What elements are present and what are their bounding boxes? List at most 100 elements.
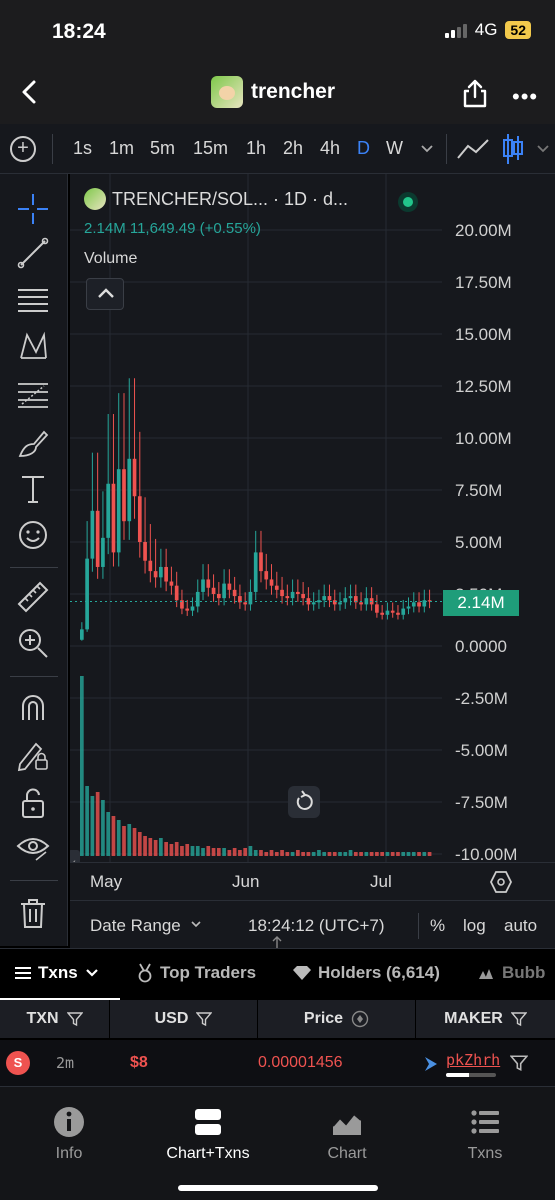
candle — [238, 596, 242, 603]
reset-chart-button[interactable] — [288, 786, 320, 818]
volume-bar — [206, 846, 211, 856]
volume-bar — [185, 844, 190, 856]
candle — [195, 591, 200, 607]
interval-4h[interactable]: 4h — [320, 138, 341, 158]
price-chart[interactable]: 20.00M 17.50M 15.00M 12.50M 10.00M 7.50M 5.00M… — [70, 174, 555, 862]
line-chart-icon[interactable] — [456, 136, 490, 162]
month-label: Jul — [370, 872, 392, 891]
tab-bubblemap[interactable]: Bubb — [478, 963, 545, 983]
candle — [137, 496, 142, 542]
emoji-icon[interactable] — [16, 518, 50, 552]
tab-txns[interactable]: Txns — [14, 963, 100, 983]
interval-1h[interactable]: 1h — [246, 138, 267, 158]
interval-5m[interactable]: 5m — [150, 138, 176, 158]
share-icon[interactable] — [462, 78, 488, 108]
unlock-icon[interactable] — [16, 786, 50, 820]
candle — [80, 629, 84, 640]
interval-1m[interactable]: 1m — [109, 138, 135, 158]
nav-txns[interactable]: Txns — [430, 1105, 540, 1163]
percent-toggle[interactable]: % — [430, 916, 446, 935]
y-tick-label: -5.00M — [455, 741, 508, 760]
lock-drawing-icon[interactable] — [16, 738, 50, 772]
nav-chart[interactable]: Chart — [292, 1105, 402, 1163]
filter-icon[interactable] — [196, 1011, 213, 1027]
interval-d[interactable]: D — [357, 138, 370, 158]
time-axis[interactable]: May Jun Jul — [70, 862, 555, 900]
chart-canvas[interactable]: 20.00M 17.50M 15.00M 12.50M 10.00M 7.50M 5.00M… — [70, 174, 555, 862]
nav-chart-txns[interactable]: Chart+Txns — [153, 1105, 263, 1163]
volume-bar — [259, 850, 263, 856]
candle — [375, 604, 379, 613]
nav-info[interactable]: Info — [14, 1105, 124, 1163]
column-txn[interactable]: TXN — [0, 1000, 110, 1038]
price-toggle-icon[interactable] — [351, 1010, 369, 1028]
interval-15m[interactable]: 15m — [193, 138, 229, 158]
y-tick-label: 0.0000 — [455, 637, 507, 656]
trend-line-icon[interactable] — [16, 236, 50, 270]
filter-icon[interactable] — [66, 1011, 83, 1027]
chevron-down-icon[interactable] — [420, 136, 434, 160]
volume-bar — [180, 846, 184, 856]
sell-badge: S — [6, 1051, 30, 1075]
column-label: TXN — [26, 1010, 59, 1027]
ruler-icon[interactable] — [16, 580, 50, 614]
volume-bar — [306, 852, 311, 856]
txn-maker[interactable]: pkZhrh — [446, 1051, 501, 1069]
zoom-in-icon[interactable] — [16, 626, 50, 660]
column-maker[interactable]: MAKER — [416, 1000, 555, 1038]
candle — [401, 608, 406, 615]
reset-icon — [296, 790, 313, 810]
date-range-button[interactable]: Date Range — [90, 916, 203, 936]
candle — [132, 458, 137, 497]
fib-retracement-icon[interactable] — [16, 378, 50, 412]
pattern-icon[interactable] — [16, 330, 50, 364]
candle — [338, 602, 342, 605]
home-indicator — [178, 1185, 378, 1191]
tab-top-traders[interactable]: Top Traders — [136, 963, 256, 983]
month-label: Jun — [232, 872, 260, 891]
candle — [180, 600, 184, 609]
interval-2h[interactable]: 2h — [283, 138, 304, 158]
volume-bar — [296, 850, 300, 856]
volume-bar — [411, 852, 416, 856]
bubble-icon — [479, 969, 493, 979]
tab-label: Txns — [38, 963, 78, 982]
chart-legend[interactable]: TRENCHER/SOL... · 1D · d... — [84, 188, 348, 210]
auto-toggle[interactable]: auto — [504, 916, 538, 935]
text-icon[interactable] — [16, 472, 50, 506]
log-toggle[interactable]: log — [463, 916, 486, 935]
txn-usd: $8 — [130, 1054, 148, 1071]
column-usd[interactable]: USD — [110, 1000, 258, 1038]
candle — [201, 579, 205, 592]
volume-bar — [375, 852, 379, 856]
candle — [411, 602, 416, 607]
crosshair-icon[interactable] — [16, 192, 50, 226]
maker-chain-icon — [425, 1057, 437, 1071]
tab-holders[interactable]: Holders (6,614) — [292, 963, 440, 983]
filter-icon[interactable] — [510, 1054, 528, 1072]
interval-w[interactable]: W — [386, 138, 403, 158]
more-icon[interactable]: ••• — [512, 84, 539, 109]
eye-icon[interactable] — [16, 830, 50, 864]
magnet-icon[interactable] — [16, 690, 50, 724]
collapse-indicators-button[interactable] — [86, 278, 124, 310]
chevron-down-icon[interactable] — [536, 138, 550, 162]
filter-icon[interactable] — [510, 1011, 527, 1027]
expand-toolbar-icon[interactable]: ‹ — [70, 850, 80, 862]
header: trencher ••• — [0, 62, 555, 124]
table-row[interactable]: S 2m $8 0.00001456 pkZhrh — [0, 1040, 555, 1086]
add-indicator-icon[interactable]: + — [10, 136, 36, 162]
timezone-clock[interactable]: 18:24:12 (UTC+7) — [248, 916, 385, 935]
column-price[interactable]: Price — [258, 1000, 416, 1038]
goto-date-icon[interactable] — [488, 869, 514, 895]
trash-icon[interactable] — [16, 896, 50, 930]
horizontal-lines-icon[interactable] — [16, 284, 50, 318]
candle — [348, 596, 353, 599]
token-title[interactable]: trencher — [211, 76, 335, 108]
brush-icon[interactable] — [16, 426, 50, 460]
diamond-icon — [293, 966, 311, 980]
back-icon[interactable] — [14, 76, 44, 108]
candle — [122, 469, 126, 522]
candlestick-icon[interactable] — [502, 132, 524, 166]
interval-1s[interactable]: 1s — [73, 138, 93, 158]
